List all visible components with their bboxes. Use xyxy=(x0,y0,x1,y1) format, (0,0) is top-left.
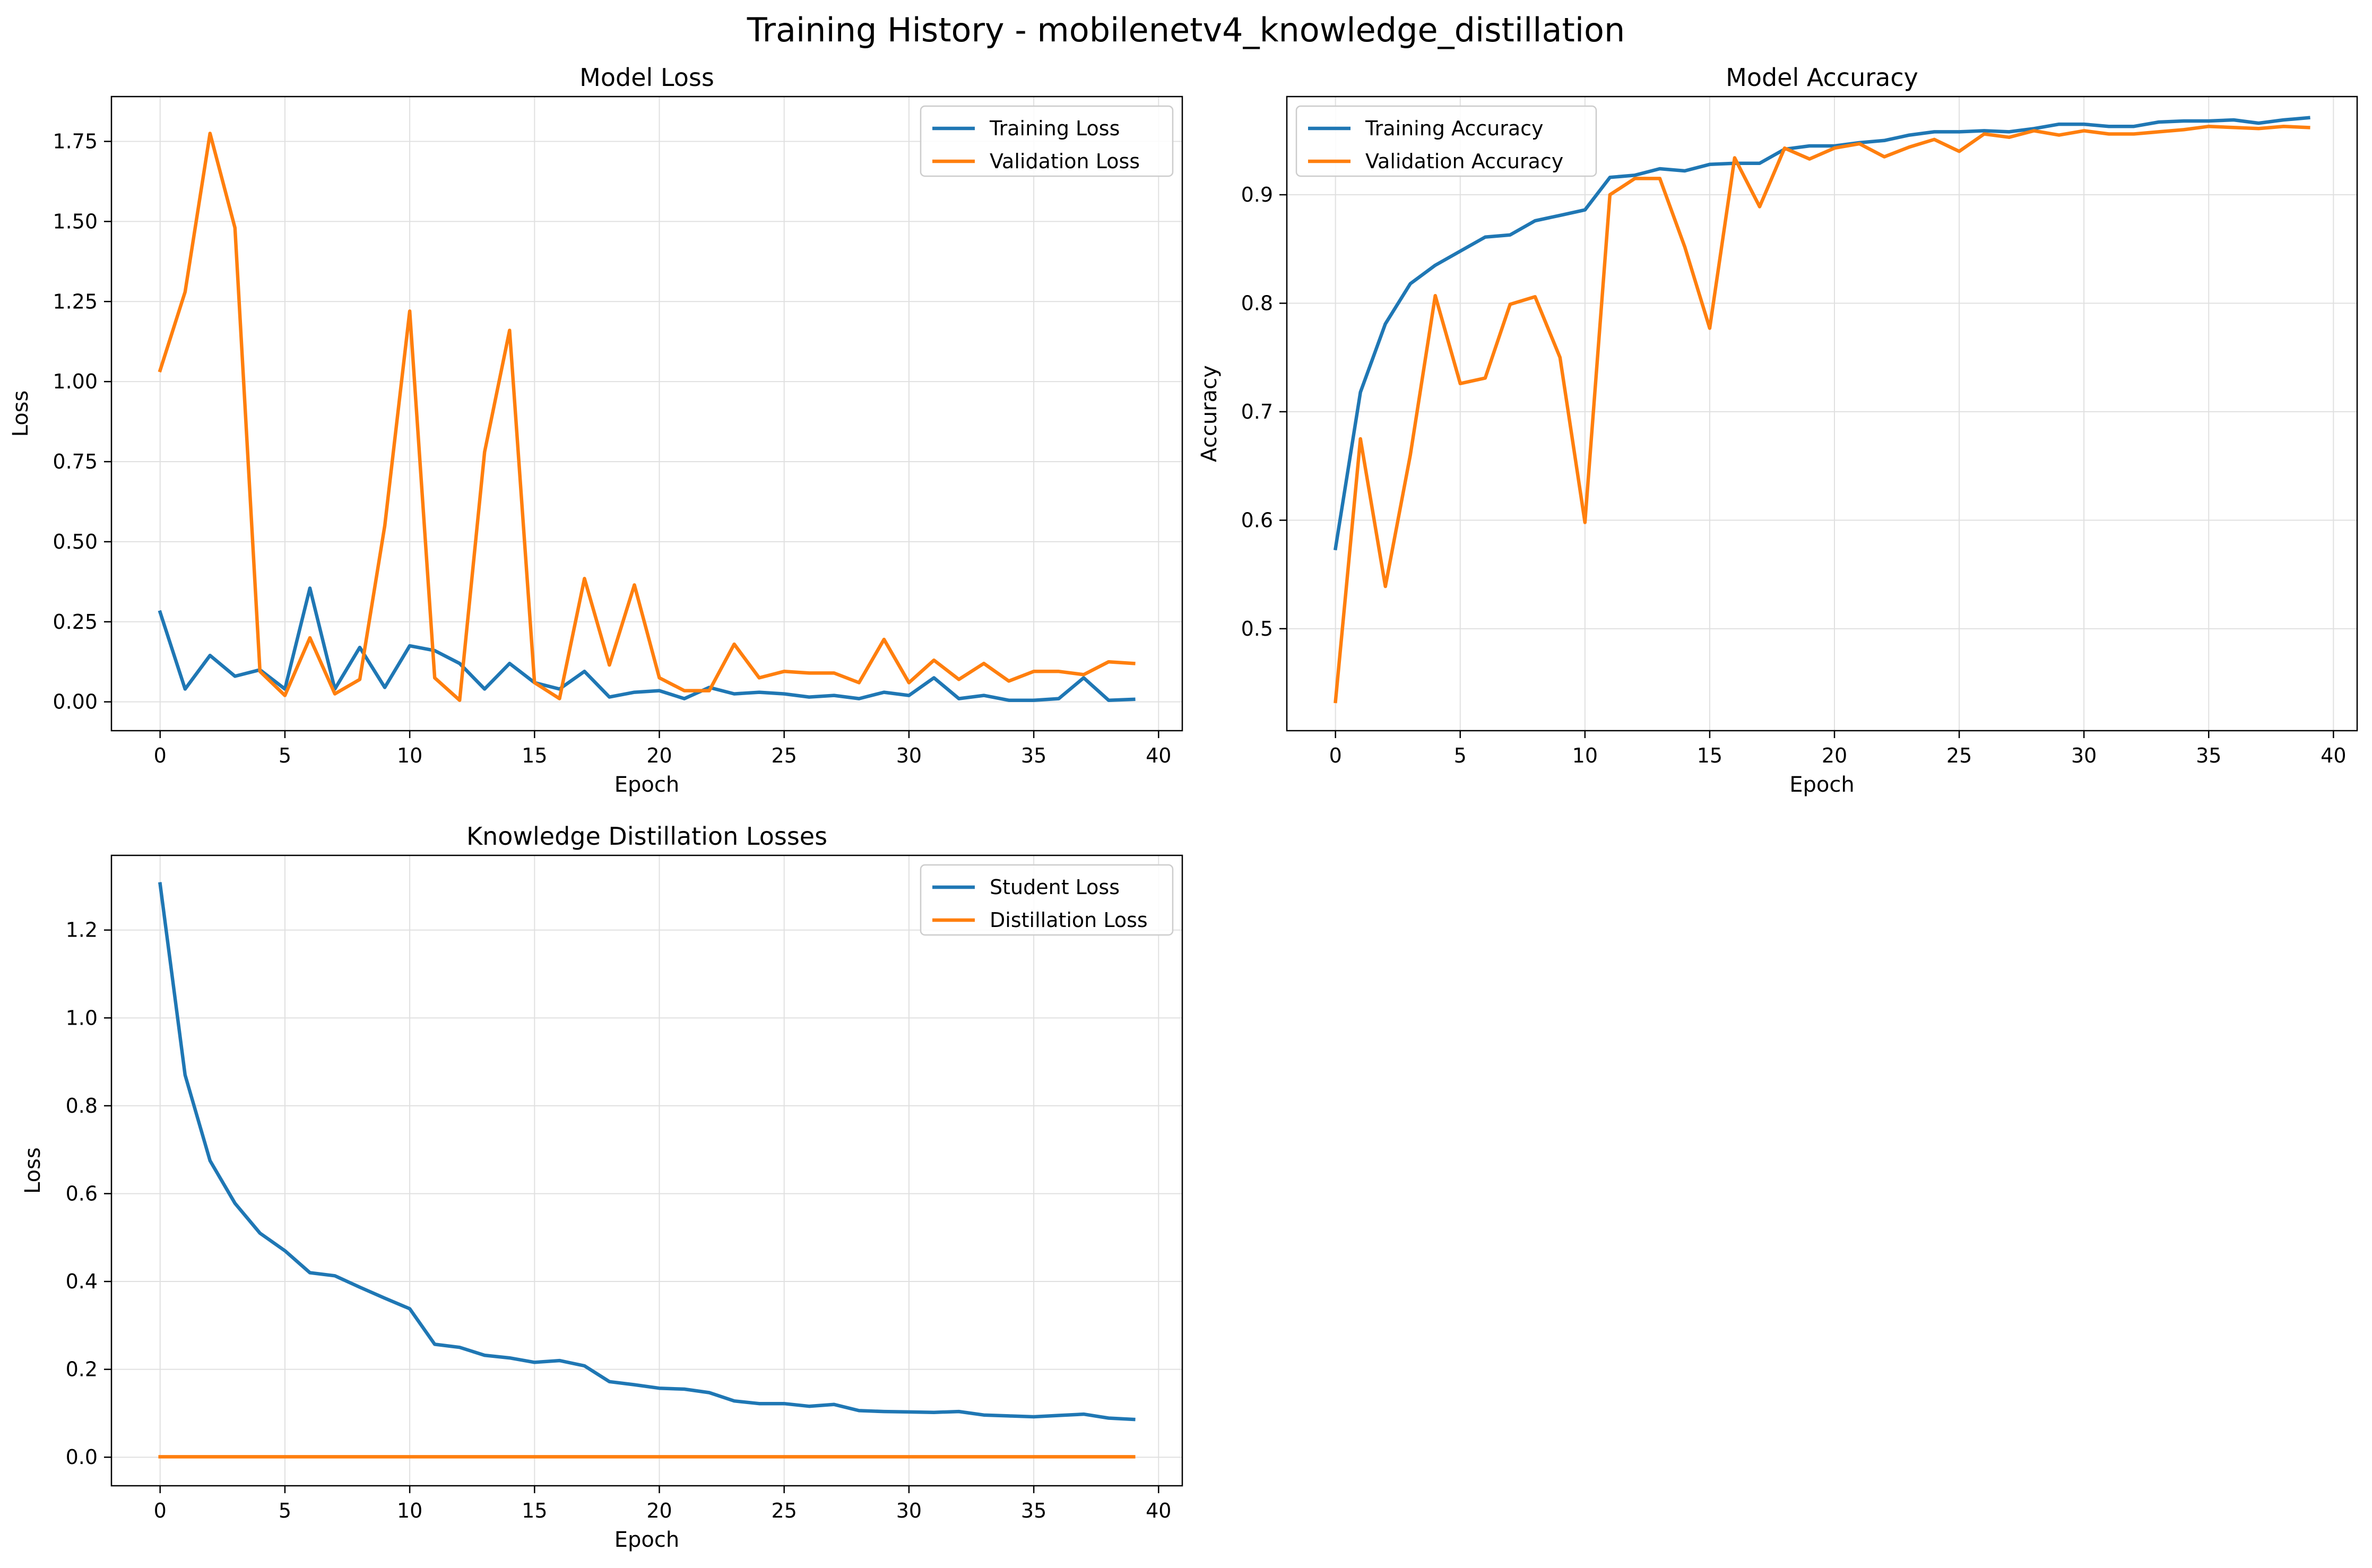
x-tick-label: 5 xyxy=(279,1499,291,1522)
x-axis-label: Epoch xyxy=(1789,773,1854,797)
y-axis-label: Accuracy xyxy=(1197,365,1222,462)
y-tick-label: 0.5 xyxy=(1241,617,1273,640)
x-tick-label: 15 xyxy=(1697,744,1722,767)
y-tick-label: 1.00 xyxy=(53,370,98,393)
legend-label: Distillation Loss xyxy=(990,908,1148,932)
model-accuracy-chart: 0 5 10 15 20 25 30 35 40 0.5 0.6 0.7 0.8 0.9 Model Acc… xyxy=(1197,63,2358,797)
y-tick-label: 0.4 xyxy=(66,1270,98,1293)
y-tick-label: 0.8 xyxy=(1241,291,1273,315)
knowledge-distillation-chart: 0 5 10 15 20 25 30 35 40 0.0 0.2 0.4 0.6 0.8 1.0 1.2 Kno… xyxy=(21,822,1183,1552)
legend-box xyxy=(920,105,1174,177)
legend: Student Loss Distillation Loss xyxy=(920,864,1174,936)
x-tick-label: 5 xyxy=(279,744,291,767)
y-tick-label: 0.6 xyxy=(66,1182,98,1205)
legend: Training Loss Validation Loss xyxy=(920,105,1174,177)
figure-title: Training History - mobilenetv4_knowledge… xyxy=(747,11,1625,49)
y-tick-label: 1.0 xyxy=(66,1006,98,1029)
x-tick-label: 40 xyxy=(2321,744,2346,767)
x-axis-label: Epoch xyxy=(614,1528,679,1552)
y-tick-label: 0.00 xyxy=(53,690,98,714)
y-tick-label: 0.8 xyxy=(66,1094,98,1117)
y-tick-label: 0.7 xyxy=(1241,400,1273,423)
legend-label: Validation Accuracy xyxy=(1365,150,1563,173)
x-tick-label: 40 xyxy=(1146,1499,1171,1522)
model-loss-chart: 0 5 10 15 20 25 30 35 40 0.00 0.25 0.50 0.75 1.00 1.25… xyxy=(8,63,1183,797)
axes-frame xyxy=(1286,96,2358,732)
y-tick-label: 0.25 xyxy=(53,610,98,634)
x-tick-label: 30 xyxy=(896,1499,922,1522)
legend-label: Validation Loss xyxy=(990,150,1140,173)
x-tick-label: 0 xyxy=(1329,744,1342,767)
y-tick-label: 1.25 xyxy=(53,290,98,313)
chart-title: Model Accuracy xyxy=(1726,63,1918,92)
x-tick-label: 5 xyxy=(1454,744,1467,767)
series-line-validation-loss xyxy=(158,132,1136,702)
x-tick-label: 20 xyxy=(646,744,672,767)
x-tick-label: 25 xyxy=(772,744,797,767)
legend-box xyxy=(1295,105,1597,177)
series-line-student-loss xyxy=(158,882,1136,1422)
y-tick-label: 1.50 xyxy=(53,210,98,233)
x-tick-label: 15 xyxy=(522,744,547,767)
x-tick-label: 35 xyxy=(1021,744,1046,767)
legend-box xyxy=(920,864,1174,936)
y-axis-label: Loss xyxy=(8,391,33,437)
x-tick-label: 15 xyxy=(522,1499,547,1522)
axes-frame xyxy=(110,96,1183,732)
series-line-training-loss xyxy=(158,586,1136,702)
x-tick-label: 30 xyxy=(2071,744,2097,767)
x-tick-label: 40 xyxy=(1146,744,1171,767)
series-line-validation-accuracy xyxy=(1334,124,2310,704)
x-tick-label: 0 xyxy=(154,744,167,767)
x-tick-label: 25 xyxy=(772,1499,797,1522)
y-tick-label: 0.75 xyxy=(53,450,98,473)
axes-frame xyxy=(110,854,1183,1487)
chart-title: Model Loss xyxy=(579,63,714,92)
legend-label: Student Loss xyxy=(990,876,1120,899)
x-tick-label: 10 xyxy=(1572,744,1598,767)
y-tick-label: 0.0 xyxy=(66,1445,98,1469)
x-tick-label: 35 xyxy=(2196,744,2221,767)
x-tick-label: 20 xyxy=(646,1499,672,1522)
y-tick-label: 0.9 xyxy=(1241,183,1273,206)
x-tick-label: 10 xyxy=(397,1499,422,1522)
x-tick-label: 10 xyxy=(397,744,422,767)
x-tick-label: 30 xyxy=(896,744,922,767)
legend-label: Training Accuracy xyxy=(1365,117,1544,140)
y-tick-label: 1.2 xyxy=(66,919,98,942)
x-tick-label: 35 xyxy=(1021,1499,1046,1522)
legend: Training Accuracy Validation Accuracy xyxy=(1295,105,1597,177)
y-tick-label: 0.2 xyxy=(66,1358,98,1381)
x-axis-label: Epoch xyxy=(614,773,679,797)
legend-label: Training Loss xyxy=(989,117,1120,140)
x-tick-label: 20 xyxy=(1822,744,1847,767)
chart-title: Knowledge Distillation Losses xyxy=(466,822,827,851)
y-tick-label: 1.75 xyxy=(53,129,98,153)
x-tick-label: 0 xyxy=(154,1499,167,1522)
y-axis-label: Loss xyxy=(21,1147,45,1194)
y-tick-label: 0.50 xyxy=(53,530,98,553)
x-tick-label: 25 xyxy=(1946,744,1972,767)
y-tick-label: 0.6 xyxy=(1241,508,1273,532)
series-line-training-accuracy xyxy=(1333,116,2310,551)
